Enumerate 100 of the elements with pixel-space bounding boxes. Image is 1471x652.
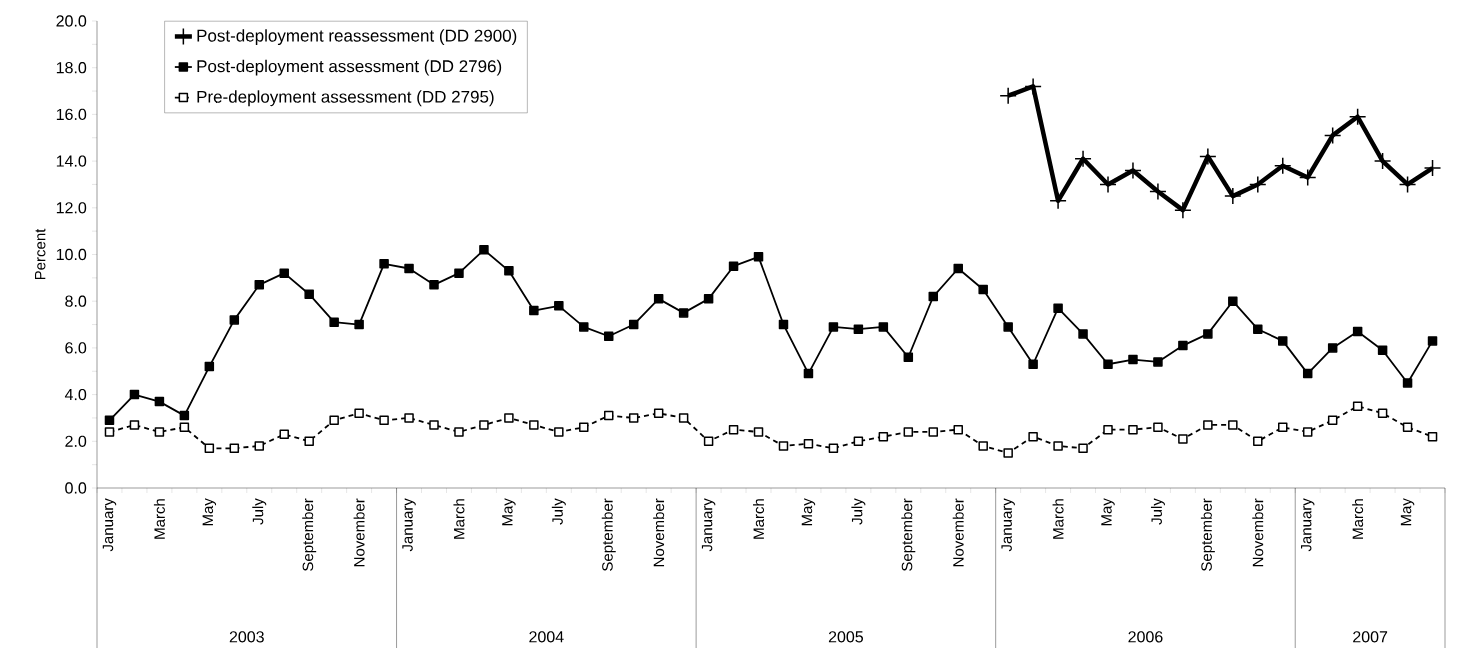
point xyxy=(154,427,165,437)
point xyxy=(1128,354,1138,365)
point xyxy=(1049,192,1067,210)
point xyxy=(703,294,714,304)
text: 2003 xyxy=(229,631,264,643)
x-tick-label: November xyxy=(1252,498,1264,567)
x-tick-label: September xyxy=(601,498,616,571)
point xyxy=(479,420,489,430)
point xyxy=(878,322,889,332)
text: 2007 xyxy=(1353,631,1388,643)
point xyxy=(579,322,589,332)
point xyxy=(179,422,190,433)
point xyxy=(1377,345,1388,355)
point xyxy=(1024,77,1042,96)
point xyxy=(999,86,1017,105)
point xyxy=(1298,168,1317,187)
y-tick-label: 2.0 xyxy=(65,435,87,447)
point xyxy=(1003,322,1013,332)
x-tick-label: March xyxy=(1352,499,1364,539)
point xyxy=(1402,378,1413,388)
point xyxy=(179,410,190,421)
point xyxy=(1128,424,1138,435)
point xyxy=(354,319,364,330)
point xyxy=(653,408,664,419)
point xyxy=(1249,175,1267,194)
point xyxy=(404,413,414,423)
point xyxy=(204,361,215,372)
point xyxy=(1373,152,1392,170)
point xyxy=(903,427,914,437)
point xyxy=(803,438,814,449)
point xyxy=(1228,420,1238,430)
point xyxy=(628,413,639,423)
point xyxy=(1099,175,1117,194)
point xyxy=(504,413,514,423)
point xyxy=(529,305,539,316)
x-tick-label: July xyxy=(252,498,267,525)
point xyxy=(1327,343,1338,353)
point xyxy=(129,420,140,430)
point xyxy=(1427,431,1438,442)
legend-label: Pre-deployment assessment (DD 2795) xyxy=(197,90,494,107)
x-tick-label: May xyxy=(502,498,516,526)
point xyxy=(304,436,314,447)
point xyxy=(1352,326,1363,337)
legend-label: Post-deployment reassessment (DD 2900) xyxy=(197,29,517,46)
point xyxy=(778,319,789,330)
point xyxy=(853,324,864,334)
point xyxy=(1028,359,1038,369)
point xyxy=(604,331,614,341)
point xyxy=(279,268,289,278)
point xyxy=(479,245,489,255)
point xyxy=(1423,159,1442,177)
y-tick-label: 20.0 xyxy=(56,15,87,27)
x-tick-label: May xyxy=(801,498,816,526)
point xyxy=(1327,415,1338,426)
point xyxy=(254,441,265,451)
point xyxy=(329,415,339,426)
x-tick-label: July xyxy=(851,498,866,525)
point xyxy=(1228,296,1238,306)
point xyxy=(554,301,564,311)
point xyxy=(1178,434,1188,444)
point xyxy=(1053,303,1063,313)
y-tick-label: 4.0 xyxy=(64,388,87,401)
point xyxy=(1302,427,1313,437)
point xyxy=(1278,422,1288,433)
point xyxy=(1253,436,1263,447)
point xyxy=(529,420,539,430)
point xyxy=(1203,329,1213,339)
point xyxy=(1377,408,1388,419)
y-tick-label: 0.0 xyxy=(65,482,87,494)
point xyxy=(828,443,839,454)
x-tick-label: September xyxy=(1200,498,1215,571)
point xyxy=(1153,357,1163,367)
point xyxy=(454,268,464,278)
point xyxy=(1153,422,1163,433)
point xyxy=(129,389,140,400)
point xyxy=(229,315,240,325)
y-tick-label: 16.0 xyxy=(56,108,87,121)
x-tick-label: November xyxy=(353,498,365,567)
y-tick-label: 6.0 xyxy=(65,342,87,354)
x-tick-label: January xyxy=(1301,498,1315,552)
point xyxy=(229,443,240,454)
point xyxy=(1253,324,1263,334)
point xyxy=(1028,431,1038,442)
point xyxy=(1278,336,1288,346)
point xyxy=(104,427,115,437)
point xyxy=(579,422,589,433)
point xyxy=(1398,175,1417,194)
point xyxy=(379,259,389,269)
point xyxy=(554,427,564,437)
y-tick-label: 14.0 xyxy=(56,155,87,167)
point xyxy=(1078,443,1088,454)
point xyxy=(678,413,689,423)
point xyxy=(753,252,764,262)
point xyxy=(454,427,464,437)
point xyxy=(828,322,839,332)
point xyxy=(1074,150,1092,168)
x-tick-label: September xyxy=(302,498,317,571)
y-tick-label: 12.0 xyxy=(56,202,87,214)
point xyxy=(279,429,289,440)
x-tick-label: January xyxy=(402,498,416,552)
